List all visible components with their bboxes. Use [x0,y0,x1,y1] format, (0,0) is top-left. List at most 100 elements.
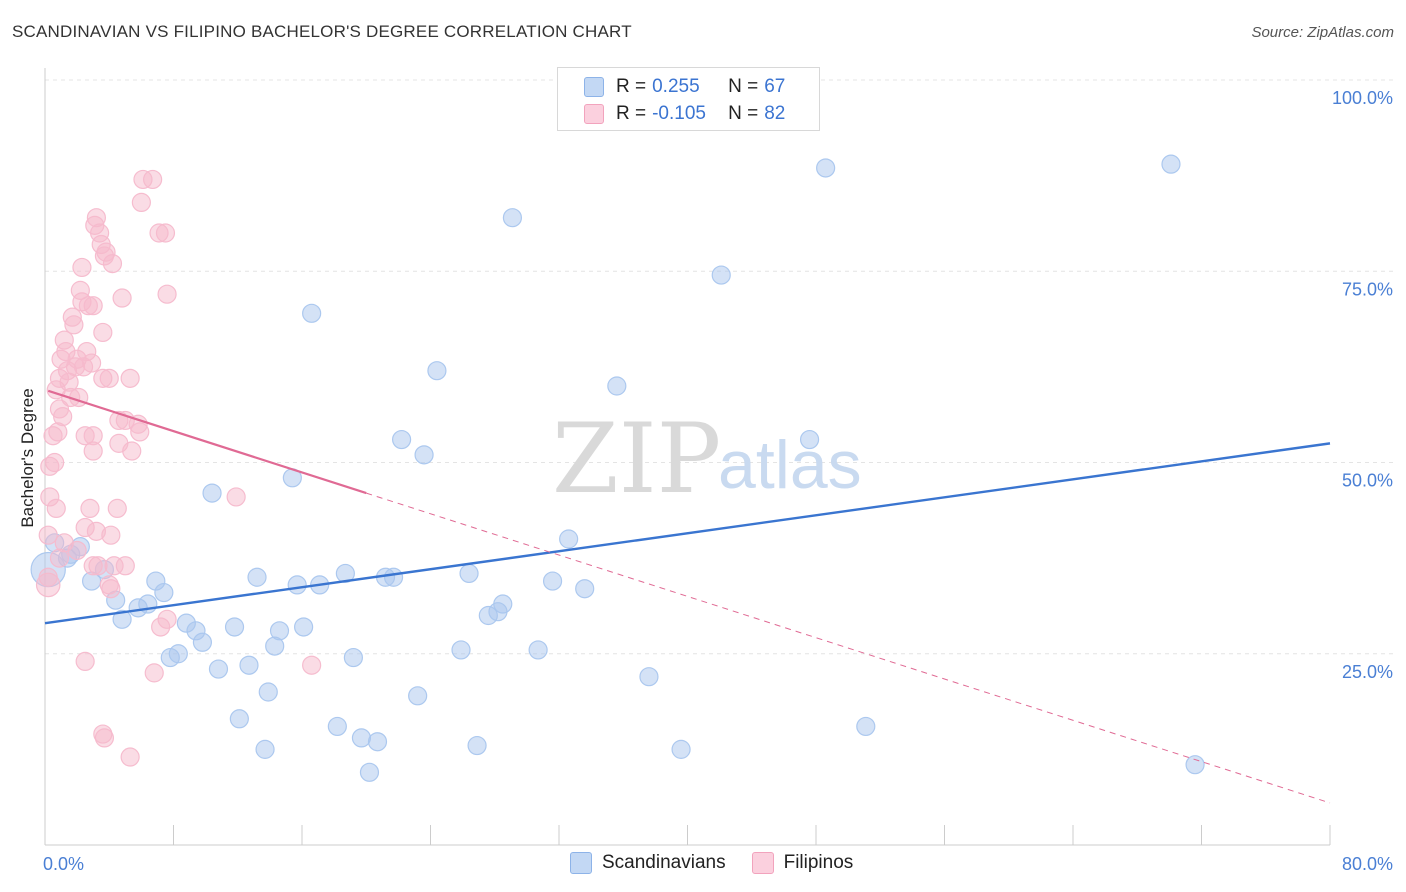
scandinavian-point [528,640,548,660]
y-tick-label: 50.0% [1342,471,1393,491]
filipino-point [112,288,132,308]
scandinavian-point [542,571,563,591]
scandinavian-point [327,716,347,737]
scandinavian-point [192,632,213,652]
filipino-point [45,452,65,473]
legend-row-scandinavians: R = 0.255 N = 67 [584,75,785,99]
x-tick-label: 0.0% [43,854,84,874]
legend-r-value: -0.105 [652,103,706,124]
filipino-point [226,487,246,507]
y-tick-label: 100.0% [1332,88,1393,108]
scandinavian-point [559,529,579,549]
scandinavian-point [287,575,307,595]
filipino-trend-extension [366,492,1331,804]
filipino-point [83,426,103,446]
watermark-zip: ZIP [552,403,721,515]
scandinavian-point [408,686,428,706]
scandinavian-point [208,659,229,679]
scandinavian-point [335,563,355,584]
scandinavian-point [607,376,627,396]
axes [44,68,1331,846]
filipino-point [101,579,121,599]
legend-n-label: N = [728,103,759,124]
filipino-point [67,540,87,561]
filipino-point [72,257,92,278]
scandinavian-point [302,303,322,323]
filipino-point [120,368,140,388]
scandinavian-point [856,716,876,737]
scandinavian-point [671,739,691,759]
y-axis-label: Bachelor's Degree [18,388,37,527]
filipino-point [83,556,103,576]
y-tick-label: 25.0% [1342,662,1393,682]
scandinavian-point [493,594,513,614]
series-label-filipinos: Filipinos [783,852,854,873]
filipino-point [122,441,142,461]
legend-swatch-filipinos [584,104,604,124]
filipino-point [81,353,102,373]
tick-labels: 25.0% 50.0% 75.0% 100.0% 0.0% 80.0% [43,88,1393,874]
series-swatch-filipinos [751,852,774,874]
filipino-point [130,422,150,442]
filipino-point [302,655,322,675]
filipino-point [53,407,73,427]
scandinavian-point [391,429,412,450]
legend-swatch-scandinavians [584,77,604,97]
filipino-point [46,498,66,518]
filipino-point [38,567,58,587]
scandinavian-point [639,667,659,687]
scandinavian-point [351,728,372,748]
series-legend-scandinavians[interactable]: Scandinavians [570,852,726,874]
series-label-scandinavians: Scandinavians [602,852,726,873]
chart-title: SCANDINAVIAN VS FILIPINO BACHELOR'S DEGR… [12,22,632,41]
scandinavian-point [383,567,404,587]
x-tick-label: 80.0% [1342,854,1393,874]
legend-n-value: 67 [764,76,786,97]
scandinavian-point [154,582,174,603]
filipino-point [107,498,127,518]
watermark-atlas: atlas [718,427,862,503]
scandinavian-point [427,361,447,381]
y-tick-label: 75.0% [1342,279,1393,299]
scandinavian-point [343,647,363,668]
scandinavian-point [202,483,222,503]
legend-n-label: N = [728,76,759,97]
scandinavian-point [247,567,267,587]
filipino-point [93,322,113,343]
scandinavian-point [799,429,820,450]
scandinavian-point [224,617,245,637]
correlation-legend: R = 0.255 N = 67 R = -0.105 N = 82 [557,67,820,131]
scandinavian-point [359,762,380,782]
scandinavian-point [294,617,314,637]
filipino-point [144,663,164,683]
scandinavian-point [229,709,249,729]
filipino-point [120,747,140,767]
scandinavian-point [1161,154,1181,174]
filipino-point [99,368,119,388]
filipino-point [80,498,100,518]
scandinavian-point [711,265,731,285]
scandinavian-point [258,682,278,702]
scandinavian-point [112,609,132,629]
scandinavian-point [414,445,434,465]
filipino-point [143,169,163,190]
filipino-point [157,284,177,304]
filipino-trend-line [47,389,367,495]
filipino-point [151,617,171,637]
scandinavian-point [269,621,290,641]
filipino-point [94,728,115,748]
scandinavian-point [367,732,388,752]
filipino-point [115,556,135,576]
scandinavian-point [467,735,487,756]
scandinavian-trend-line [44,442,1331,625]
legend-r-label: R = [616,76,647,97]
filipino-point [131,192,151,212]
scandinavian-point [451,640,471,660]
trend-lines [44,389,1331,804]
chart-source: Source: ZipAtlas.com [1251,24,1394,41]
scandinavian-point [459,563,479,584]
filipino-point [102,254,123,274]
series-legend-filipinos[interactable]: Filipinos [751,852,854,874]
filipino-point [75,651,95,672]
